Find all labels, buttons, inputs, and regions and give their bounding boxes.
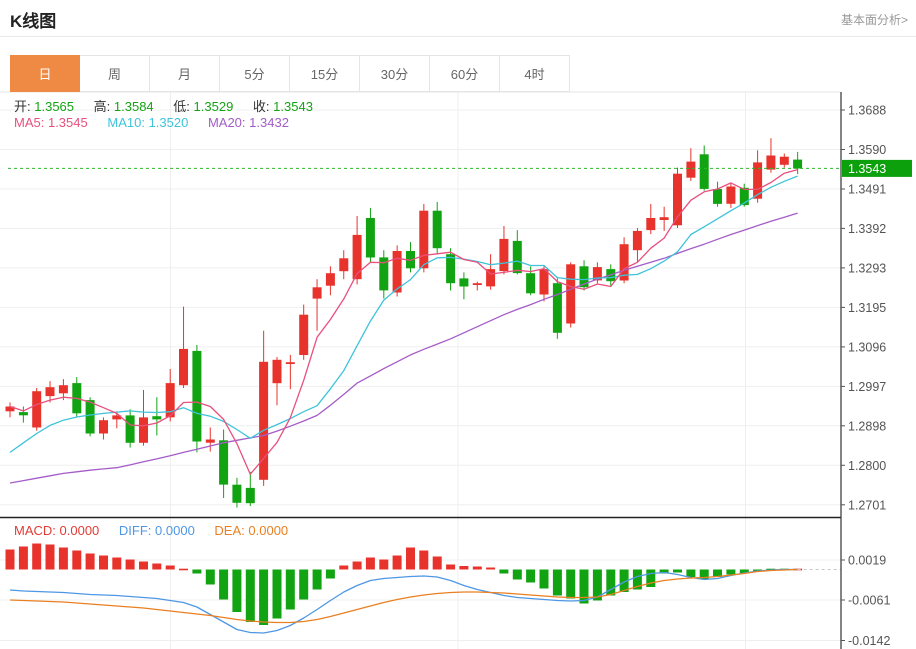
interval-tab-bar: 日 周 月 5分 15分 30分 60分 4时: [10, 55, 570, 92]
close-label: 收:: [252, 99, 270, 114]
ohlc-legend: 开: 1.3565 高: 1.3584 低: 1.3529 收: 1.3543: [14, 96, 329, 115]
macd-value: 0.0000: [59, 523, 100, 538]
dea-label: DEA:: [214, 523, 245, 538]
dea-value: 0.0000: [248, 523, 289, 538]
ma20-value: 1.3432: [249, 115, 289, 130]
svg-text:1.3543: 1.3543: [848, 162, 886, 176]
macd-label: MACD:: [14, 523, 56, 538]
high-value: 1.3584: [113, 99, 154, 114]
tab-30min[interactable]: 30分: [360, 55, 430, 92]
ma20-label: MA20:: [207, 115, 246, 130]
svg-text:1.3392: 1.3392: [848, 222, 886, 236]
tab-15min[interactable]: 15分: [290, 55, 360, 92]
dea-line: [9, 568, 798, 624]
svg-text:0.0019: 0.0019: [848, 554, 886, 568]
tab-5min[interactable]: 5分: [220, 55, 290, 92]
ma10-label: MA10:: [107, 115, 145, 130]
fundamental-analysis-link[interactable]: 基本面分析>: [840, 13, 908, 27]
main-y-axis-labels: 1.3688 1.3590 1.3491 1.3392 1.3293 1.3195 1.30…: [841, 104, 886, 512]
diff-line: [9, 568, 798, 634]
open-value: 1.3565: [34, 99, 75, 114]
svg-text:1.2701: 1.2701: [848, 498, 886, 512]
tab-day[interactable]: 日: [10, 55, 80, 92]
current-price-badge: 1.3543: [842, 159, 912, 177]
low-label: 低:: [173, 99, 190, 114]
gridlines: [0, 91, 841, 649]
svg-text:-0.0142: -0.0142: [848, 634, 890, 648]
ma5-label: MA5:: [14, 115, 45, 130]
tab-month[interactable]: 月: [150, 55, 220, 92]
candles: [5, 138, 803, 508]
macd-histogram: [5, 543, 803, 625]
svg-text:1.2800: 1.2800: [848, 459, 886, 473]
svg-text:1.3491: 1.3491: [848, 183, 886, 197]
low-value: 1.3529: [193, 99, 234, 114]
ma5-value: 1.3545: [47, 115, 88, 130]
svg-text:1.3293: 1.3293: [848, 261, 886, 275]
ma5-line: [9, 168, 798, 475]
macd-legend: MACD: 0.0000 DIFF: 0.0000 DEA: 0.0000: [14, 523, 304, 538]
tab-4hour[interactable]: 4时: [500, 55, 570, 92]
svg-text:1.3590: 1.3590: [848, 143, 886, 157]
svg-text:-0.0061: -0.0061: [848, 594, 890, 608]
macd-y-axis-labels: 0.0019 -0.0061 -0.0142: [841, 554, 890, 648]
diff-value: 0.0000: [155, 523, 195, 538]
page-title: K线图: [10, 12, 57, 31]
svg-text:1.2997: 1.2997: [848, 380, 886, 394]
tab-60min[interactable]: 60分: [430, 55, 500, 92]
open-label: 开:: [14, 99, 31, 114]
high-label: 高:: [93, 99, 111, 114]
svg-text:1.3096: 1.3096: [848, 340, 886, 354]
ma-legend: MA5: 1.3545 MA10: 1.3520 MA20: 1.3432: [14, 115, 305, 130]
ma10-value: 1.3520: [148, 115, 189, 130]
ma20-line: [9, 212, 798, 484]
diff-label: DIFF:: [118, 523, 152, 538]
ma10-line: [9, 175, 798, 453]
close-value: 1.3543: [273, 99, 313, 114]
svg-text:1.2898: 1.2898: [848, 419, 886, 433]
svg-text:1.3688: 1.3688: [848, 104, 886, 118]
svg-text:1.3195: 1.3195: [848, 301, 886, 315]
tab-week[interactable]: 周: [80, 55, 150, 92]
header-divider: [0, 36, 916, 37]
